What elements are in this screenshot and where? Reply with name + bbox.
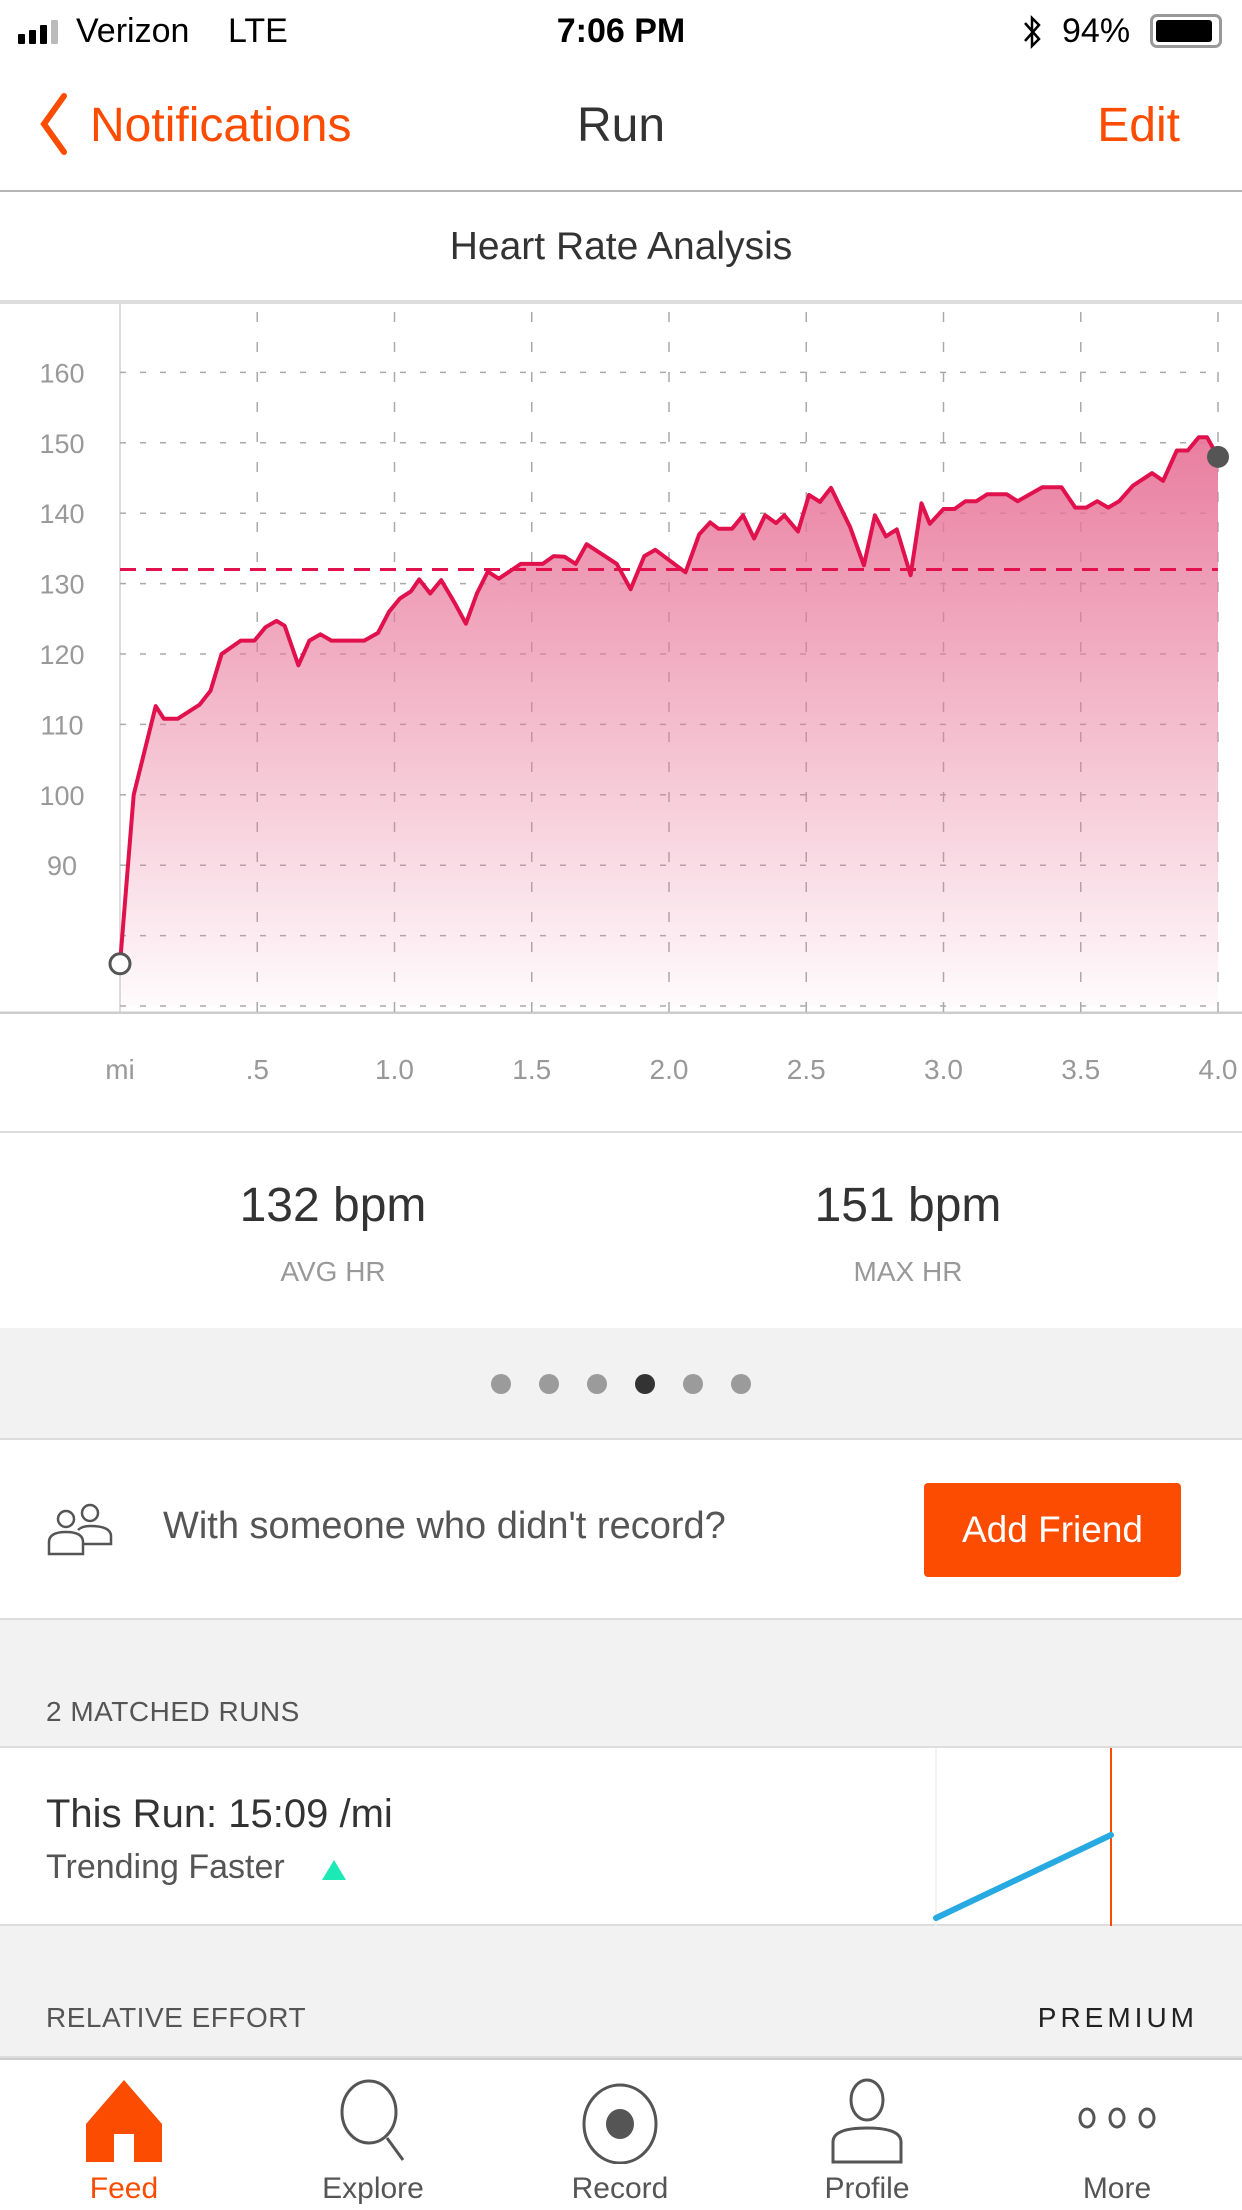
y-tick-label: 90 bbox=[47, 851, 77, 881]
tab-label: Record bbox=[571, 2172, 669, 2205]
x-tick-label: 2.0 bbox=[649, 1054, 689, 1085]
page-dot[interactable] bbox=[539, 1374, 559, 1394]
tab-label: Profile bbox=[824, 2172, 910, 2205]
tab-label: Feed bbox=[89, 2172, 159, 2205]
add-friend-button[interactable]: Add Friend bbox=[924, 1483, 1181, 1577]
bluetooth-icon bbox=[1024, 14, 1041, 50]
y-tick-label: 150 bbox=[39, 429, 84, 459]
page-dot[interactable] bbox=[683, 1374, 703, 1394]
friends-icon bbox=[47, 1503, 113, 1556]
chart-title: Heart Rate Analysis bbox=[0, 192, 1242, 302]
max-hr-label: MAX HR bbox=[853, 1256, 963, 1287]
nav-bar: Notifications Run Edit bbox=[0, 62, 1242, 192]
x-tick-label: 4.0 bbox=[1198, 1054, 1238, 1085]
avg-hr-label: AVG HR bbox=[280, 1256, 386, 1287]
x-tick-label: 3.5 bbox=[1061, 1054, 1101, 1085]
battery-level bbox=[1156, 20, 1213, 42]
premium-badge[interactable]: PREMIUM bbox=[1037, 2002, 1198, 2033]
tab-feed[interactable]: Feed bbox=[24, 2060, 224, 2210]
signal-icon bbox=[18, 20, 58, 44]
end-marker bbox=[1207, 445, 1229, 468]
page-title: Run bbox=[576, 99, 666, 152]
page-dot[interactable] bbox=[731, 1374, 751, 1394]
search-icon bbox=[340, 2079, 405, 2161]
tab-label: More bbox=[1082, 2172, 1152, 2205]
page-indicator[interactable] bbox=[0, 1328, 1242, 1440]
tab-profile[interactable]: Profile bbox=[767, 2060, 967, 2210]
tab-label: Explore bbox=[322, 2172, 424, 2205]
chevron-left-icon bbox=[40, 93, 67, 155]
tab-more[interactable]: More bbox=[1017, 2060, 1217, 2210]
home-icon bbox=[86, 2080, 162, 2162]
edit-button[interactable]: Edit bbox=[1097, 99, 1180, 152]
matched-runs-title: 2 MATCHED RUNS bbox=[46, 1696, 300, 1727]
page-dot[interactable] bbox=[491, 1374, 511, 1394]
back-button[interactable]: Notifications bbox=[30, 62, 390, 192]
matched-runs-sparkline bbox=[933, 1748, 1114, 1926]
relative-effort-header: RELATIVE EFFORT PREMIUM bbox=[0, 1926, 1242, 2058]
x-tick-label: 1.5 bbox=[512, 1054, 552, 1085]
y-axis-labels: 90 100 110 120 130 140 150 160 bbox=[39, 358, 84, 881]
x-tick-label: .5 bbox=[245, 1054, 269, 1085]
tab-explore[interactable]: Explore bbox=[273, 2060, 473, 2210]
heart-rate-chart[interactable]: 90 100 110 120 130 140 150 160 bbox=[0, 302, 1242, 1014]
carrier: Verizon bbox=[76, 12, 190, 50]
clock: 7:06 PM bbox=[556, 12, 686, 50]
matched-run-row[interactable]: This Run: 15:09 /mi Trending Faster bbox=[0, 1746, 1242, 1926]
relative-effort-title: RELATIVE EFFORT bbox=[46, 2002, 307, 2033]
battery-icon bbox=[1150, 14, 1222, 48]
this-run-pace: This Run: 15:09 /mi bbox=[46, 1792, 393, 1836]
page-dot[interactable] bbox=[587, 1374, 607, 1394]
matched-runs-header: 2 MATCHED RUNS bbox=[0, 1620, 1242, 1746]
x-tick-label: 2.5 bbox=[786, 1054, 826, 1085]
back-label: Notifications bbox=[90, 99, 352, 152]
y-tick-label: 100 bbox=[39, 781, 84, 811]
status-bar: Verizon LTE 7:06 PM 94% bbox=[0, 0, 1242, 62]
triangle-up-icon bbox=[322, 1860, 346, 1880]
hr-area bbox=[120, 437, 1218, 1006]
profile-icon bbox=[831, 2078, 903, 2164]
page-dot[interactable] bbox=[635, 1374, 655, 1394]
hr-line bbox=[118, 435, 1220, 964]
start-marker bbox=[108, 952, 132, 976]
battery-percent: 94% bbox=[1062, 12, 1131, 50]
max-hr-value: 151 bpm bbox=[814, 1179, 1002, 1232]
more-icon bbox=[1078, 2107, 1156, 2129]
x-tick-label: 1.0 bbox=[375, 1054, 414, 1085]
y-tick-label: 160 bbox=[39, 358, 84, 388]
y-tick-label: 130 bbox=[39, 570, 84, 600]
add-friend-row: With someone who didn't record? Add Frie… bbox=[0, 1440, 1242, 1620]
x-tick-label: 3.0 bbox=[924, 1054, 963, 1085]
y-tick-label: 110 bbox=[40, 710, 83, 740]
tab-record[interactable]: Record bbox=[520, 2060, 720, 2210]
network-type: LTE bbox=[228, 12, 288, 50]
x-axis-unit: mi bbox=[105, 1054, 135, 1085]
y-tick-label: 140 bbox=[39, 499, 84, 529]
avg-hr-value: 132 bpm bbox=[239, 1179, 427, 1232]
record-icon bbox=[582, 2083, 658, 2164]
x-axis: mi .5 1.0 1.5 2.0 2.5 3.0 3.5 4.0 bbox=[0, 1014, 1242, 1133]
tab-bar: Feed Explore Record Profile More bbox=[0, 2058, 1242, 2208]
trend-label: Trending Faster bbox=[46, 1848, 285, 1886]
friend-prompt: With someone who didn't record? bbox=[163, 1505, 726, 1547]
y-tick-label: 120 bbox=[39, 640, 84, 670]
